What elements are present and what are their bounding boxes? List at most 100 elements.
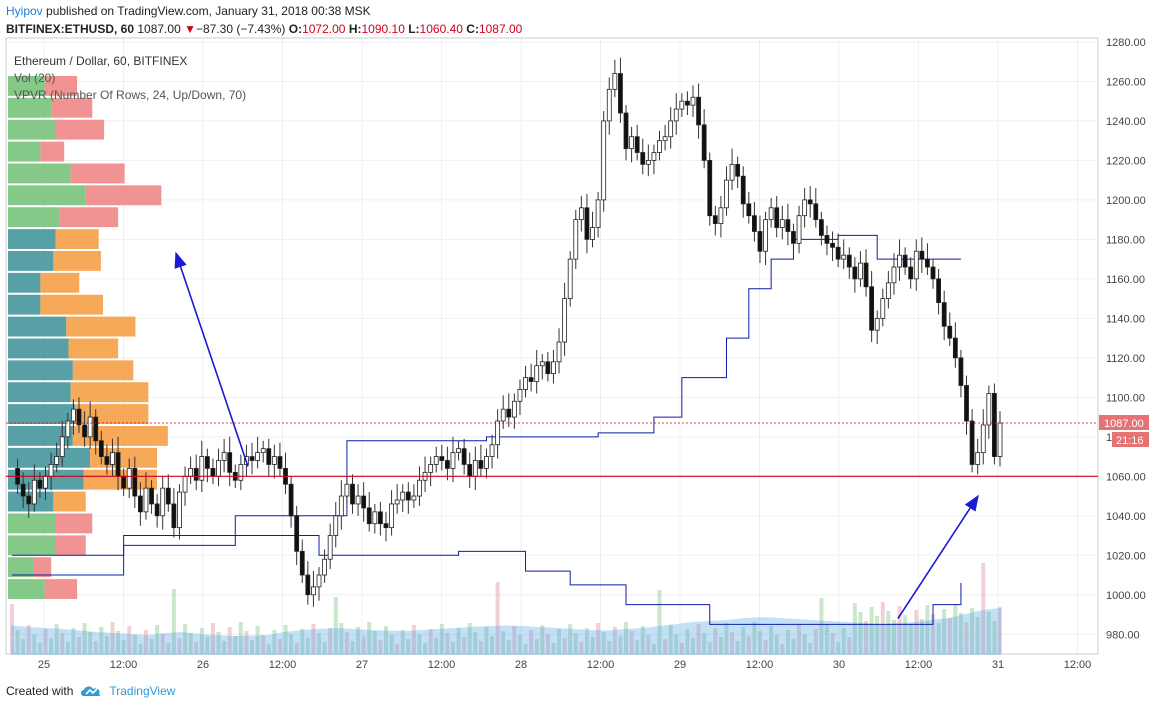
- time-tick-label: 12:00: [110, 659, 138, 671]
- vpvr-down-bar: [66, 316, 136, 337]
- plot-border: [5, 37, 1099, 655]
- candle-body: [757, 231, 763, 252]
- vpvr-down-bar: [40, 272, 80, 293]
- candle-body: [71, 408, 76, 422]
- candle-body: [48, 464, 54, 477]
- candle-body: [311, 586, 316, 596]
- volume-bar: [931, 614, 936, 654]
- volume-bar: [300, 629, 305, 654]
- legend-vpvr[interactable]: VPVR (Number Of Rows, 24, Up/Down, 70): [14, 88, 247, 102]
- volume-bar: [439, 624, 444, 654]
- last-price-tag: [1099, 415, 1149, 430]
- volume-bar: [216, 632, 221, 654]
- volume-bar: [372, 631, 377, 654]
- candle-body: [952, 337, 958, 359]
- volume-bar: [283, 625, 288, 654]
- candle-body: [143, 487, 149, 513]
- legend-vol[interactable]: Vol (20): [14, 71, 56, 85]
- candle-body: [417, 479, 422, 497]
- price-tick-label: 1180.00: [1106, 234, 1145, 246]
- vpvr-down-bar: [68, 338, 119, 359]
- candle-body: [545, 361, 551, 375]
- price-axis[interactable]: 980.001000.001020.001040.001060.001080.0…: [1106, 37, 1146, 641]
- vpvr-down-bar: [51, 97, 93, 118]
- volume-bar: [875, 616, 880, 654]
- author-link[interactable]: Hyipov: [6, 4, 43, 18]
- candle-body: [696, 96, 701, 126]
- tradingview-link[interactable]: TradingView: [109, 684, 176, 698]
- chart-area[interactable]: 980.001000.001020.001040.001060.001080.0…: [0, 0, 1156, 680]
- vpvr-down-bar: [72, 360, 134, 381]
- candle-body: [472, 460, 478, 477]
- volume-bar: [450, 642, 455, 654]
- time-tick-label: 25: [38, 659, 50, 671]
- candle-body: [964, 385, 969, 422]
- candle-body: [891, 266, 897, 284]
- candle-body: [986, 392, 992, 426]
- candle-body: [322, 558, 327, 576]
- volume-bar: [506, 640, 511, 654]
- annotation-arrows: [174, 251, 979, 619]
- volume-bar: [138, 644, 143, 654]
- volume-bar: [624, 622, 629, 654]
- candle-body: [930, 266, 936, 280]
- volume-bar: [953, 604, 958, 654]
- candle-body: [461, 448, 467, 465]
- volume-bar: [76, 637, 81, 654]
- vpvr-up-bar: [8, 338, 69, 359]
- volume-bar: [668, 625, 673, 654]
- candle-body: [26, 495, 32, 505]
- time-tick-label: 26: [197, 659, 209, 671]
- volume-bar: [830, 633, 835, 654]
- candle-body: [344, 483, 350, 497]
- volume-bar: [618, 636, 623, 654]
- candle-body: [528, 377, 534, 382]
- volume-bar: [60, 633, 65, 654]
- down-arrow-icon: ▼: [184, 22, 196, 36]
- candle-body: [763, 219, 768, 252]
- volume-bar: [222, 641, 227, 654]
- price-chart[interactable]: 980.001000.001020.001040.001060.001080.0…: [0, 0, 1156, 680]
- volume-bar: [177, 638, 182, 654]
- time-tick-label: 12:00: [905, 659, 933, 671]
- volume-bar: [194, 642, 199, 654]
- volume-bar: [858, 612, 863, 654]
- high-value: 1090.10: [361, 22, 405, 36]
- volume-bar: [473, 632, 478, 654]
- candle-body: [925, 258, 930, 268]
- candle-body: [93, 416, 99, 442]
- price-tick-label: 1100.00: [1106, 392, 1145, 404]
- volume-bar: [802, 634, 807, 654]
- candle-body: [629, 136, 634, 149]
- vpvr-down-bar: [59, 207, 119, 228]
- volume-bar: [964, 622, 969, 654]
- candle-body: [76, 408, 82, 426]
- candle-body: [718, 207, 724, 224]
- legend-title[interactable]: Ethereum / Dollar, 60, BITFINEX: [14, 54, 188, 68]
- volume-bar: [847, 637, 852, 654]
- volume-bar: [305, 638, 310, 654]
- time-axis[interactable]: 25 12:00 26 12:00 27 12:00 28 12:00 29 12:00 30 12:…: [38, 659, 1091, 671]
- vpvr-up-bar: [8, 316, 67, 337]
- candle-body: [266, 448, 272, 465]
- volume-bar: [199, 628, 204, 654]
- vpvr-down-bar: [53, 491, 86, 512]
- time-tick-label: 28: [515, 659, 527, 671]
- volume-bar: [718, 637, 723, 654]
- volume-bar: [333, 597, 338, 654]
- volume-bar: [171, 589, 176, 654]
- candle-body: [31, 479, 37, 505]
- candle-body: [271, 456, 277, 465]
- vpvr-up-bar: [8, 251, 54, 271]
- candle-body: [411, 495, 417, 501]
- volume-bar: [400, 630, 405, 654]
- candle-body: [768, 207, 774, 221]
- vpvr-up-bar: [8, 119, 56, 140]
- candle-body: [154, 503, 160, 517]
- volume-bar: [328, 628, 333, 654]
- candle-body: [913, 250, 919, 280]
- volume-bar: [746, 636, 751, 654]
- candle-body: [869, 286, 875, 331]
- ohlc-line: BITFINEX:ETHUSD, 60 1087.00 ▼−87.30 (−7.…: [6, 22, 522, 36]
- volume-bar: [82, 623, 87, 654]
